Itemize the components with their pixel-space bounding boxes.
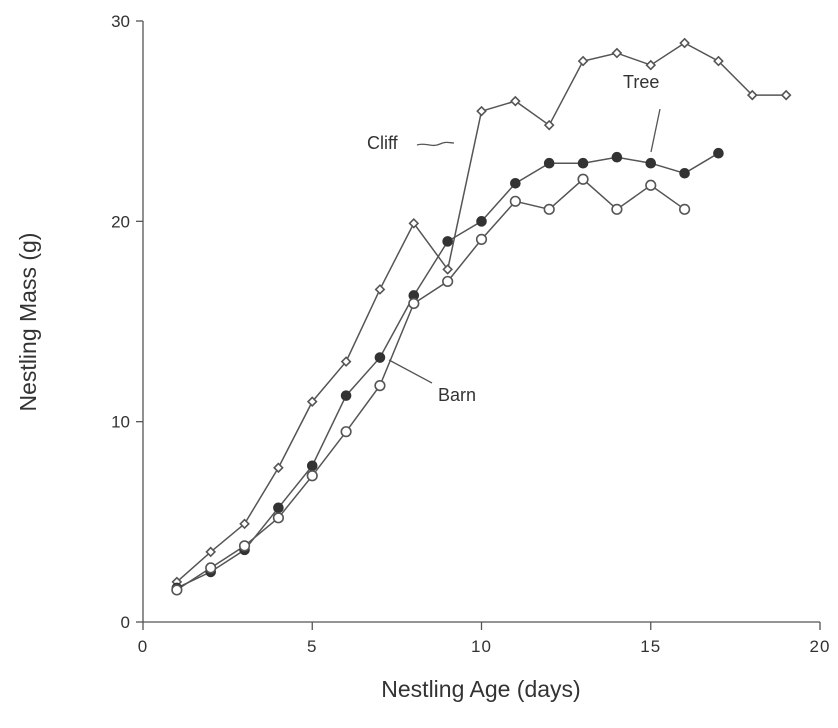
data-point-tree [611,151,623,163]
data-point-barn [238,540,251,552]
data-point-barn [475,233,488,245]
series-label-cliff-group: Cliff [367,133,455,153]
data-point-cliff [746,89,758,101]
data-point-barn [442,275,454,288]
data-point-cliff [408,218,420,229]
data-point-cliff [239,518,250,530]
data-point-barn [205,562,217,574]
series-label-tree-group: Tree [623,72,661,153]
data-point-tree [374,352,386,363]
data-point-barn [408,297,420,310]
data-point-barn [577,173,589,185]
data-point-tree [713,147,724,159]
data-point-barn [678,203,691,215]
ticks: 0 5 10 15 20 0 10 20 30 [111,12,831,656]
tree-leader-line [650,108,661,153]
data-point-barn [374,380,386,392]
series-line-tree [176,152,719,589]
data-point-barn [306,470,318,482]
data-point-tree [510,177,521,189]
data-point-tree [340,390,352,401]
x-tick-label: 5 [307,637,317,656]
data-point-cliff [543,119,555,131]
x-axis-title: Nestling Age (days) [381,676,580,702]
data-point-tree [543,157,555,169]
cliff-leader-line [416,141,455,147]
markers-layer [171,37,792,596]
data-point-cliff [780,89,792,101]
barn-leader-line [388,359,433,384]
x-tick-label: 20 [810,637,831,656]
data-point-cliff [611,47,623,59]
data-point-barn [272,512,285,524]
series-line-cliff [176,42,787,583]
data-point-cliff [374,284,386,295]
data-point-cliff [476,105,487,117]
data-point-cliff [442,264,453,275]
data-point-barn [543,203,555,215]
y-tick-label: 10 [111,413,130,432]
data-point-cliff [510,95,521,107]
data-point-cliff [645,59,657,71]
x-tick-label: 15 [640,637,661,656]
data-point-tree [476,216,487,227]
data-point-barn [509,195,521,207]
series-label-cliff: Cliff [367,133,399,153]
y-tick-label: 0 [121,613,130,632]
data-point-cliff [306,396,318,407]
data-point-barn [340,426,352,438]
data-point-barn [611,203,623,215]
x-tick-label: 10 [471,637,492,656]
data-point-barn [645,179,657,191]
data-point-tree [577,157,589,169]
data-point-tree [645,157,657,169]
series-label-barn: Barn [438,385,476,405]
x-tick-label: 0 [138,637,148,656]
series-layer [176,42,787,591]
data-point-tree [679,167,690,179]
data-point-cliff [340,356,352,367]
data-point-tree [306,460,318,472]
series-line-barn [176,178,686,591]
data-point-cliff [679,37,690,49]
data-point-cliff [205,546,217,558]
data-point-cliff [713,55,724,67]
data-point-tree [442,236,453,247]
series-label-barn-group: Barn [388,359,476,405]
series-label-tree: Tree [623,72,659,92]
y-tick-label: 20 [111,212,130,231]
data-point-cliff [577,55,589,67]
data-point-tree [273,502,284,514]
y-tick-label: 30 [111,12,130,31]
data-point-cliff [273,462,284,474]
data-point-barn [171,584,183,596]
y-axis-title: Nestling Mass (g) [15,233,41,412]
